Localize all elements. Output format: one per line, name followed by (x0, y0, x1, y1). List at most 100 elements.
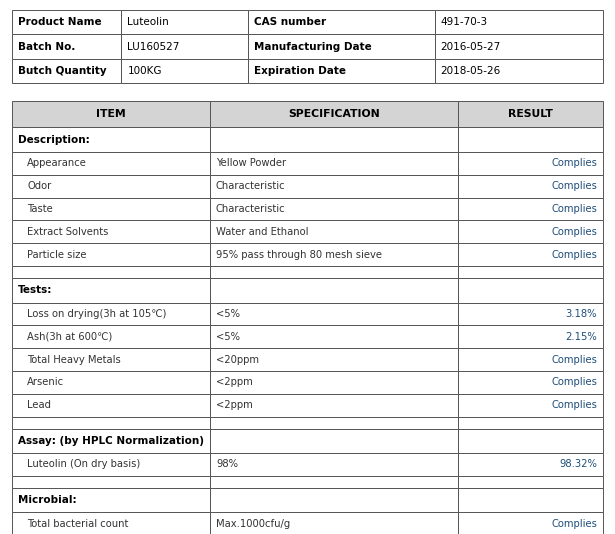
Bar (458, 512, 603, 534)
Text: Complies: Complies (551, 519, 597, 529)
Text: Ash(3h at 600℃): Ash(3h at 600℃) (27, 332, 113, 342)
Bar (458, 243, 603, 266)
Text: Complies: Complies (551, 249, 597, 260)
Bar (210, 101, 458, 128)
Text: Lead: Lead (27, 400, 51, 410)
Bar (210, 278, 458, 302)
Text: CAS number: CAS number (255, 17, 327, 27)
Bar (210, 428, 458, 453)
Bar (12, 428, 210, 453)
Text: Total Heavy Metals: Total Heavy Metals (27, 355, 121, 365)
Bar (121, 10, 248, 35)
Bar (210, 152, 458, 175)
Text: Complies: Complies (551, 159, 597, 168)
Text: Odor: Odor (27, 181, 51, 191)
Text: RESULT: RESULT (508, 109, 553, 120)
Bar (458, 221, 603, 243)
Bar (458, 348, 603, 371)
Bar (121, 35, 248, 59)
Bar (435, 59, 603, 83)
Text: Loss on drying(3h at 105℃): Loss on drying(3h at 105℃) (27, 309, 167, 319)
Text: 98.32%: 98.32% (559, 459, 597, 469)
Bar (210, 175, 458, 198)
Text: Complies: Complies (551, 227, 597, 237)
Bar (210, 394, 458, 417)
Text: Luteolin (On dry basis): Luteolin (On dry basis) (27, 459, 140, 469)
Bar (458, 302, 603, 325)
Bar (12, 512, 210, 534)
Bar (435, 35, 603, 59)
Bar (458, 278, 603, 302)
Text: Tests:: Tests: (18, 285, 52, 295)
Bar (12, 371, 210, 394)
Bar (12, 325, 210, 348)
Text: 3.18%: 3.18% (566, 309, 597, 319)
Bar (12, 417, 210, 428)
Bar (12, 101, 210, 128)
Text: Taste: Taste (27, 204, 53, 214)
Text: Luteolin: Luteolin (127, 17, 169, 27)
Text: SPECIFICATION: SPECIFICATION (288, 109, 380, 120)
Bar (210, 266, 458, 278)
Bar (121, 59, 248, 83)
Text: Total bacterial count: Total bacterial count (27, 519, 129, 529)
Bar (458, 198, 603, 221)
Text: <20ppm: <20ppm (216, 355, 259, 365)
Text: <2ppm: <2ppm (216, 400, 253, 410)
Bar (12, 266, 210, 278)
Bar (458, 394, 603, 417)
Text: ITEM: ITEM (96, 109, 126, 120)
Bar (458, 266, 603, 278)
Bar (248, 10, 435, 35)
Text: 491-70-3: 491-70-3 (440, 17, 488, 27)
Text: Water and Ethanol: Water and Ethanol (216, 227, 309, 237)
Text: Complies: Complies (551, 181, 597, 191)
Bar (12, 394, 210, 417)
Text: Manufacturing Date: Manufacturing Date (255, 42, 372, 52)
Bar (458, 175, 603, 198)
Bar (12, 221, 210, 243)
Bar (12, 198, 210, 221)
Bar (458, 453, 603, 476)
Text: Product Name: Product Name (18, 17, 101, 27)
Text: <5%: <5% (216, 332, 240, 342)
Bar (12, 476, 210, 488)
Text: 95% pass through 80 mesh sieve: 95% pass through 80 mesh sieve (216, 249, 382, 260)
Bar (458, 476, 603, 488)
Text: Complies: Complies (551, 355, 597, 365)
Bar (458, 428, 603, 453)
Bar (248, 35, 435, 59)
Bar (210, 325, 458, 348)
Bar (210, 221, 458, 243)
Bar (12, 35, 121, 59)
Text: Arsenic: Arsenic (27, 378, 64, 387)
Bar (458, 488, 603, 512)
Text: Complies: Complies (551, 204, 597, 214)
Text: Expiration Date: Expiration Date (255, 66, 346, 76)
Bar (210, 476, 458, 488)
Text: Characteristic: Characteristic (216, 204, 285, 214)
Bar (210, 348, 458, 371)
Text: <2ppm: <2ppm (216, 378, 253, 387)
Bar (12, 128, 210, 152)
Bar (458, 101, 603, 128)
Bar (12, 302, 210, 325)
Text: 98%: 98% (216, 459, 238, 469)
Text: 2018-05-26: 2018-05-26 (440, 66, 501, 76)
Bar (12, 59, 121, 83)
Text: Max.1000cfu/g: Max.1000cfu/g (216, 519, 290, 529)
Text: 2.15%: 2.15% (565, 332, 597, 342)
Text: Batch No.: Batch No. (18, 42, 76, 52)
Bar (12, 10, 121, 35)
Bar (210, 198, 458, 221)
Text: 2016-05-27: 2016-05-27 (440, 42, 501, 52)
Text: Butch Quantity: Butch Quantity (18, 66, 106, 76)
Bar (12, 453, 210, 476)
Bar (210, 512, 458, 534)
Bar (12, 278, 210, 302)
Bar (210, 302, 458, 325)
Bar (458, 325, 603, 348)
Bar (12, 488, 210, 512)
Bar (12, 175, 210, 198)
Bar (435, 10, 603, 35)
